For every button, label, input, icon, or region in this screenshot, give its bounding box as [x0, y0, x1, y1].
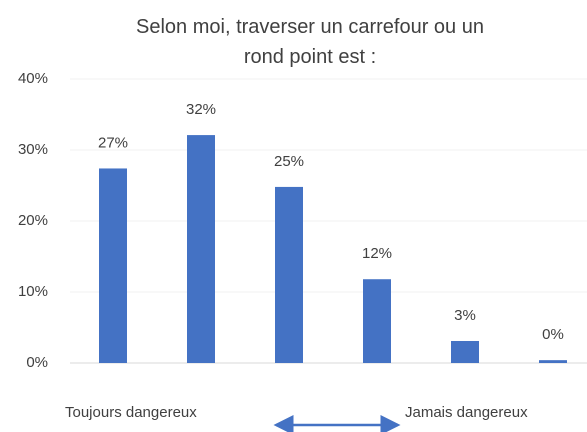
chart-title: Selon moi, traverser un carrefour ou un … [136, 16, 484, 68]
bar [187, 135, 215, 363]
y-tick-label: 0% [26, 354, 48, 371]
value-label: 27% [98, 134, 128, 151]
value-label: 3% [454, 307, 476, 324]
annotation: Toujours dangereux [65, 404, 197, 421]
bar [363, 279, 391, 363]
bar [539, 360, 567, 363]
bar [275, 186, 303, 363]
value-label: 25% [274, 153, 304, 170]
y-tick-label: 30% [18, 141, 48, 158]
annotation: Jamais dangereux [405, 404, 528, 421]
value-label: 12% [362, 245, 392, 262]
bar [451, 340, 479, 363]
value-label: 0% [542, 326, 564, 343]
y-tick-label: 40% [18, 70, 48, 87]
bar [99, 168, 127, 363]
y-tick-label: 10% [18, 283, 48, 300]
value-label: 32% [186, 101, 216, 118]
y-tick-label: 20% [18, 212, 48, 229]
